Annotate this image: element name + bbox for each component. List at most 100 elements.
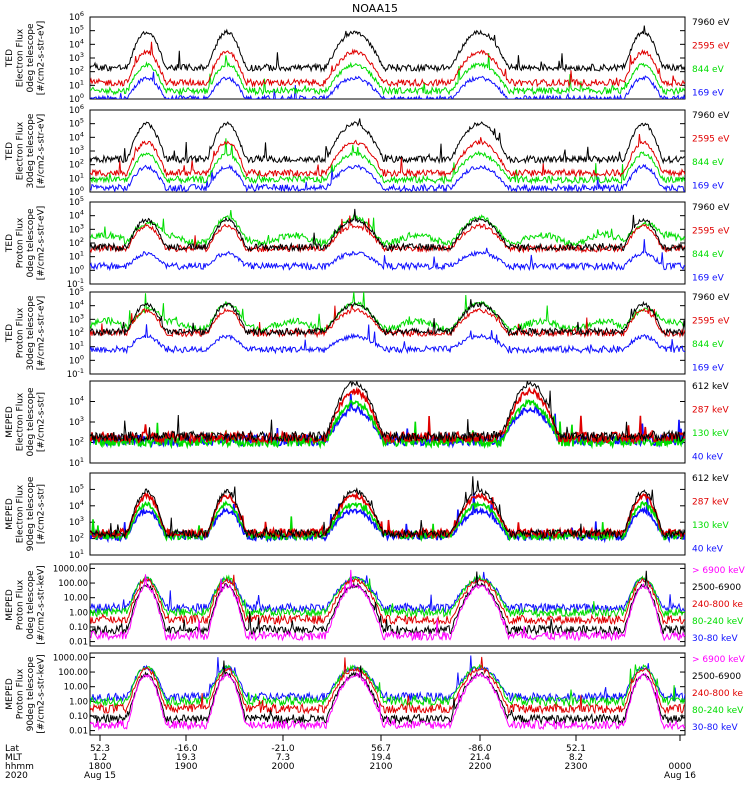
y-axis-label: TED: [5, 49, 15, 68]
legend-entry: 2595 eV: [692, 227, 730, 237]
x-tick-mlt: 7.3: [276, 753, 290, 763]
series-trace-844-ev: [90, 210, 685, 248]
series-trace-240-800-ke: [90, 656, 685, 715]
y-axis-label: [#/cm2-s-str-keV]: [37, 565, 47, 644]
legend-entry: 2595 eV: [692, 317, 730, 327]
panel-5: 101 102 103 104 MEPED Electron Flux 0deg teles…: [5, 380, 729, 469]
y-axis-label: [#/cm2-s-str]: [37, 484, 47, 544]
panel-frame: [89, 472, 686, 556]
y-tick-label: 105: [69, 24, 84, 37]
y-tick-label: 102: [69, 236, 84, 249]
y-tick-label: 101: [69, 250, 84, 263]
series-trace-844-ev: [90, 52, 685, 96]
series-trace-7960-ev: [90, 118, 685, 165]
series-trace-2500-6900: [90, 570, 685, 636]
y-axis-label: Proton Flux: [16, 668, 26, 719]
y-tick-label: 105: [69, 482, 84, 495]
series-trace-844-ev: [90, 138, 685, 185]
x-tick-lat: 52.3: [90, 744, 110, 754]
legend-entry: 287 keV: [692, 406, 729, 416]
y-axis-label: 0deg telescope: [26, 208, 36, 278]
y-tick-label: 100.00: [58, 579, 88, 589]
x-tick-hhmm: 2100: [370, 762, 393, 772]
x-tick-hhmm: 1900: [175, 762, 198, 772]
legend-entry: 130 keV: [692, 521, 729, 531]
legend-entry: 169 eV: [692, 364, 725, 374]
y-tick-label: 10.00: [64, 683, 88, 693]
y-tick-label: 10-1: [67, 367, 84, 380]
legend-entry: 30-80 keV: [692, 723, 738, 733]
y-tick-label: 103: [69, 144, 84, 157]
y-axis-label: 90deg telescope: [26, 656, 36, 731]
x-tick-lat: -16.0: [174, 744, 198, 754]
y-axis-label: Electron Flux: [16, 28, 26, 87]
legend-entry: 612 keV: [692, 474, 729, 484]
y-tick-label: 101: [69, 456, 84, 469]
y-axis-label: [#/cm2-s-str]: [37, 392, 47, 452]
series-trace-30-80-kev: [90, 655, 685, 704]
panel-8: 0.01 0.10 1.00 10.00 100.00 1000.00 MEPED Proto…: [5, 652, 746, 737]
y-tick-label: 101: [69, 340, 84, 353]
y-tick-label: 104: [69, 499, 84, 512]
y-axis-label: MEPED: [5, 678, 15, 710]
y-tick-label: 101: [69, 78, 84, 91]
legend-entry: 80-240 keV: [692, 706, 744, 716]
y-tick-label: 1000.00: [53, 653, 88, 663]
y-tick-label: 1.00: [69, 608, 88, 618]
series-trace-7960-ev: [90, 208, 685, 253]
x-tick-date: Aug 16: [664, 771, 696, 781]
series-trace-169-ev: [90, 324, 685, 355]
y-tick-label: 100: [69, 263, 84, 276]
y-axis-label: Proton Flux: [16, 579, 26, 630]
y-axis-label: [#/cm2-s-str-eV]: [37, 296, 47, 371]
x-row-label: Lat: [5, 744, 20, 754]
y-tick-label: 0.01: [69, 727, 88, 737]
x-tick-mlt: 21.4: [470, 753, 490, 763]
x-tick-hhmm: 0000: [669, 762, 692, 772]
series-trace-80-240-kev: [90, 663, 685, 708]
y-axis-label: 0deg telescope: [26, 570, 36, 640]
y-axis-label: [#/cm2-s-str-keV]: [37, 654, 47, 733]
y-tick-label: 103: [69, 515, 84, 528]
x-tick-hhmm: 2200: [469, 762, 492, 772]
legend-entry: 80-240 keV: [692, 617, 744, 627]
series-trace-612-kev: [90, 381, 685, 444]
chart-title: NOAA15: [352, 2, 398, 15]
y-tick-label: 0.01: [69, 638, 88, 648]
legend-entry: 30-80 keV: [692, 634, 738, 644]
legend-entry: 7960 eV: [692, 111, 730, 121]
legend-entry: 7960 eV: [692, 293, 730, 303]
y-axis-label: 90deg telescope: [26, 476, 36, 551]
y-tick-label: 106: [69, 10, 84, 23]
y-tick-label: 0.10: [69, 712, 88, 722]
x-tick-lat: 56.7: [371, 744, 391, 754]
legend-entry: 240-800 ke: [692, 689, 743, 699]
y-tick-label: 101: [69, 548, 84, 561]
y-axis-label: TED: [5, 142, 15, 161]
x-tick-mlt: 19.3: [176, 753, 196, 763]
y-tick-label: 104: [69, 209, 84, 222]
x-row-label: hhmm: [5, 762, 34, 772]
legend-entry: 169 eV: [692, 89, 725, 99]
x-tick-lat: 52.1: [566, 744, 586, 754]
y-tick-label: 102: [69, 158, 84, 171]
legend-entry: 240-800 ke: [692, 600, 743, 610]
y-axis-label: Proton Flux: [16, 217, 26, 268]
x-tick-hhmm: 1800: [89, 762, 112, 772]
y-axis-label: [#/cm2-s-str-eV]: [37, 21, 47, 96]
series-trace-80-240-kev: [90, 574, 685, 619]
y-axis-label: MEPED: [5, 498, 15, 530]
legend-entry: 612 keV: [692, 382, 729, 392]
y-axis-label: MEPED: [5, 589, 15, 621]
y-tick-label: 103: [69, 415, 84, 428]
series-trace-2595-ev: [90, 41, 685, 88]
x-row-label: MLT: [5, 753, 23, 763]
x-tick-date: Aug 15: [84, 771, 116, 781]
y-tick-label: 104: [69, 37, 84, 50]
legend-entry: 844 eV: [692, 340, 725, 350]
y-tick-label: 100: [69, 353, 84, 366]
legend-entry: 40 keV: [692, 545, 724, 555]
